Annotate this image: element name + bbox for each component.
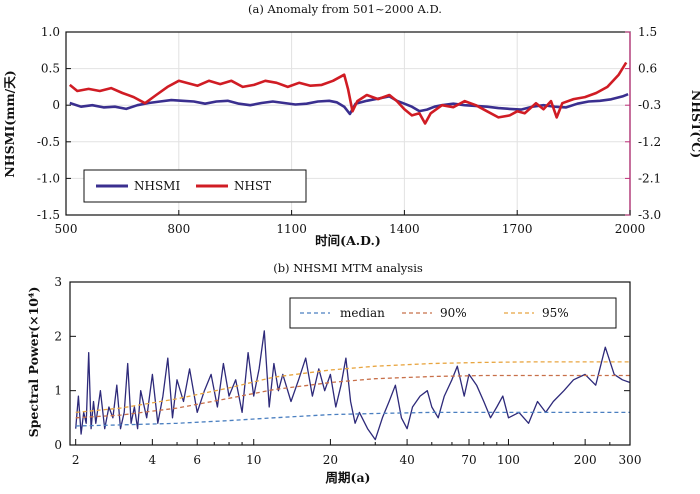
series-nhst-line <box>68 61 628 125</box>
chart-a-xtick-1400: 1400 <box>389 222 420 236</box>
chart-b-ytick-1: 1 <box>54 384 62 398</box>
series-95-line <box>75 361 630 414</box>
chart-b-legend: median 90% 95% <box>289 297 617 329</box>
chart-b-y-label: Spectral Power(×10⁴) <box>26 287 41 438</box>
chart-a-x-label: 时间(A.D.) <box>315 233 381 248</box>
chart-a-y-ticks: 1.0 0.5 0 -0.5 -1.0 -1.5 <box>37 25 71 222</box>
chart-a-legend: NHSMI NHST <box>83 169 307 203</box>
chart-b-xtick-6: 6 <box>193 453 201 467</box>
chart-a-ytick-2: 0 <box>52 98 60 112</box>
chart-a-y-label: NHSMI(mm/天) <box>2 70 17 177</box>
chart-b-x-ticks: 2 4 6 10 20 40 70 100 200 300 <box>72 439 642 467</box>
chart-b-y-ticks: 0 1 2 3 <box>54 275 630 452</box>
series-spectrum-line <box>75 330 631 441</box>
legend-median-label: median <box>340 306 385 320</box>
chart-b-title: (b) NHSMI MTM analysis <box>273 261 423 275</box>
chart-b-xtick-2: 2 <box>72 453 80 467</box>
chart-b-xtick-300: 300 <box>619 453 642 467</box>
chart-a-y2-label: NHST(℃) <box>689 90 700 158</box>
chart-a-y2-ticks: 1.5 0.6 -0.3 -1.2 -2.1 -3.0 <box>625 25 661 222</box>
chart-a-ytick-0: 1.0 <box>41 25 60 39</box>
chart-a-y2tick-5: -3.0 <box>638 208 661 222</box>
chart-b-ytick-2: 2 <box>54 329 62 343</box>
legend-nhst-label: NHST <box>234 179 271 193</box>
chart-b-xtick-40: 40 <box>399 453 414 467</box>
chart-a-xtick-2000: 2000 <box>615 222 646 236</box>
chart-a-y2tick-4: -2.1 <box>638 171 661 185</box>
chart-a-ytick-5: -1.5 <box>37 208 60 222</box>
chart-b-xtick-10: 10 <box>246 453 261 467</box>
series-median-line <box>75 411 630 427</box>
chart-b-legend-box <box>289 297 617 329</box>
chart-a-ytick-4: -1.0 <box>37 171 60 185</box>
chart-a-title: (a) Anomaly from 501~2000 A.D. <box>248 2 442 16</box>
legend-90-label: 90% <box>440 306 467 320</box>
chart-a-x-ticks: 500 800 1100 1400 1700 2000 <box>55 210 646 236</box>
chart-b-xtick-70: 70 <box>461 453 476 467</box>
chart-a-y2tick-2: -0.3 <box>638 98 661 112</box>
chart-b-xtick-20: 20 <box>323 453 338 467</box>
chart-a-series <box>68 61 629 125</box>
chart-a-y2tick-1: 0.6 <box>638 62 657 76</box>
chart-b-series <box>75 330 631 441</box>
legend-nhsmi-label: NHSMI <box>134 179 180 193</box>
chart-a-xtick-1700: 1700 <box>502 222 533 236</box>
chart-a-y2tick-0: 1.5 <box>638 25 657 39</box>
chart-a-ytick-3: -0.5 <box>37 135 60 149</box>
chart-a-y2tick-3: -1.2 <box>638 135 661 149</box>
chart-a-ytick-1: 0.5 <box>41 62 60 76</box>
chart-b-xtick-200: 200 <box>574 453 597 467</box>
chart-a-xtick-800: 800 <box>167 222 190 236</box>
legend-95-label: 95% <box>542 306 569 320</box>
chart-a-xtick-500: 500 <box>55 222 78 236</box>
chart-b-ytick-0: 0 <box>54 438 62 452</box>
chart-a-xtick-1100: 1100 <box>276 222 307 236</box>
series-90-line <box>75 374 630 419</box>
chart-b-xtick-4: 4 <box>149 453 157 467</box>
chart-b-x-label: 周期(a) <box>326 470 371 485</box>
chart-b-frame <box>69 281 631 446</box>
chart-b-ytick-3: 3 <box>54 275 62 289</box>
chart-b-xtick-100: 100 <box>497 453 520 467</box>
